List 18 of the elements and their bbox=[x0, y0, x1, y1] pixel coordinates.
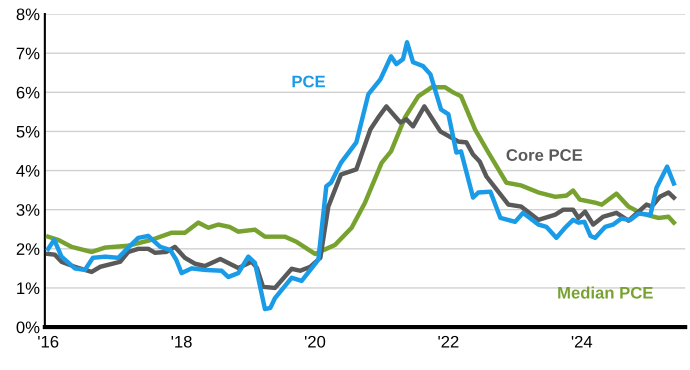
x-tick-label: '20 bbox=[304, 336, 326, 348]
x-tick-label: '22 bbox=[438, 336, 458, 348]
y-tick-label: 2% bbox=[16, 243, 40, 255]
x-tick-label: '18 bbox=[172, 336, 192, 348]
y-tick-label: 1% bbox=[17, 282, 40, 294]
y-tick-label: 6% bbox=[16, 86, 40, 99]
text: Median PCE bbox=[558, 286, 653, 299]
y-tick-label: 5% bbox=[16, 126, 40, 138]
y-tick-label: 3% bbox=[16, 204, 40, 216]
line-series bbox=[46, 40, 676, 312]
y-tick-label: 7% bbox=[16, 48, 40, 60]
y-tick-label: 0% bbox=[16, 321, 40, 334]
y-tick-label: 8% bbox=[16, 8, 40, 20]
x-tick-label: '24 bbox=[572, 336, 592, 348]
series-label: Core PCE bbox=[506, 149, 582, 161]
text: PCE bbox=[292, 76, 325, 88]
x-tick-label: '16 bbox=[38, 336, 58, 348]
y-tick-label: 4% bbox=[16, 165, 40, 177]
